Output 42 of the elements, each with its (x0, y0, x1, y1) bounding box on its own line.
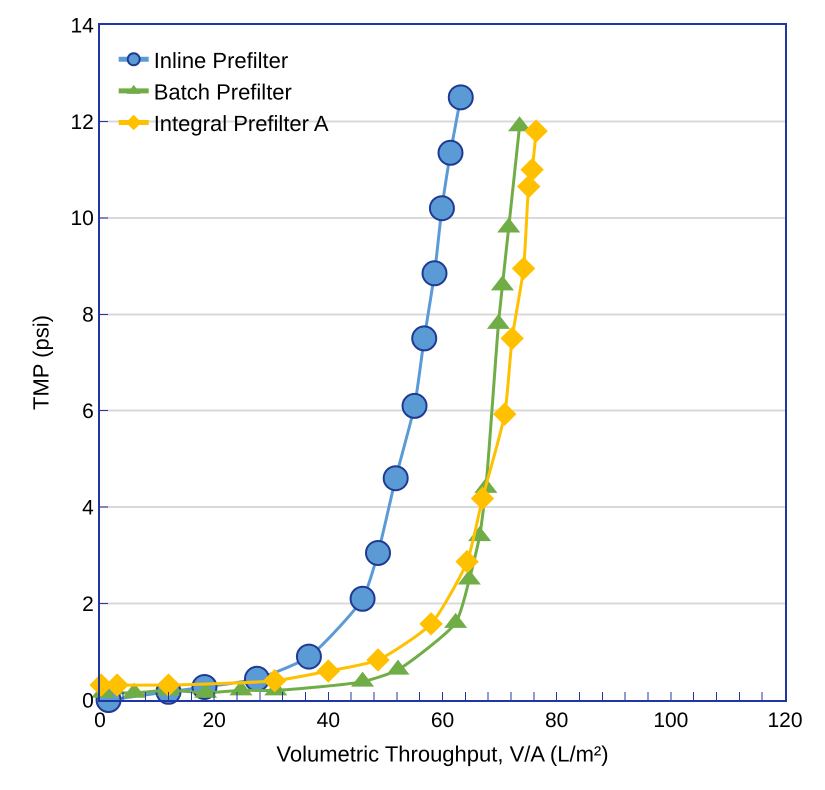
point (520, 158, 544, 182)
point (438, 140, 464, 166)
y-tick-label: 14 (70, 14, 94, 38)
y-axis-title: TMP (psi) (28, 315, 54, 410)
y-tick-label: 12 (70, 110, 94, 134)
point (448, 84, 474, 110)
point (382, 465, 409, 492)
point (419, 612, 443, 636)
point (524, 119, 548, 143)
point (455, 550, 479, 574)
x-tick-label: 80 (544, 709, 568, 732)
point (411, 325, 438, 352)
point (402, 392, 428, 419)
point (500, 326, 524, 350)
point (470, 486, 494, 510)
x-axis-title: Volumetric Throughput, V/A (L/m²) (276, 742, 609, 767)
legend-label: Integral Prefilter A (154, 111, 329, 136)
legend-label: Batch Prefilter (154, 79, 292, 104)
point (350, 586, 376, 612)
point (422, 260, 448, 286)
point (428, 195, 455, 222)
y-tick-label: 10 (70, 207, 94, 230)
y-tick-label: 8 (82, 304, 94, 327)
y-tick-label: 2 (82, 592, 94, 616)
legend-label: Inline Prefilter (154, 48, 288, 73)
y-tick-label: 6 (82, 400, 94, 424)
point (493, 402, 516, 426)
x-tick-label: 20 (202, 709, 226, 732)
y-tick-label: 4 (82, 496, 94, 520)
point (365, 540, 391, 566)
point (517, 174, 540, 198)
x-tick-label: 120 (767, 709, 803, 732)
point (512, 256, 536, 280)
y-tick-label: 0 (82, 689, 94, 712)
point (262, 669, 286, 692)
x-tick-label: 100 (653, 709, 688, 732)
point (156, 673, 180, 697)
x-tick-label: 40 (316, 709, 340, 732)
x-tick-label: 60 (430, 709, 454, 732)
point (366, 648, 390, 672)
point (296, 644, 322, 670)
point (316, 659, 340, 683)
